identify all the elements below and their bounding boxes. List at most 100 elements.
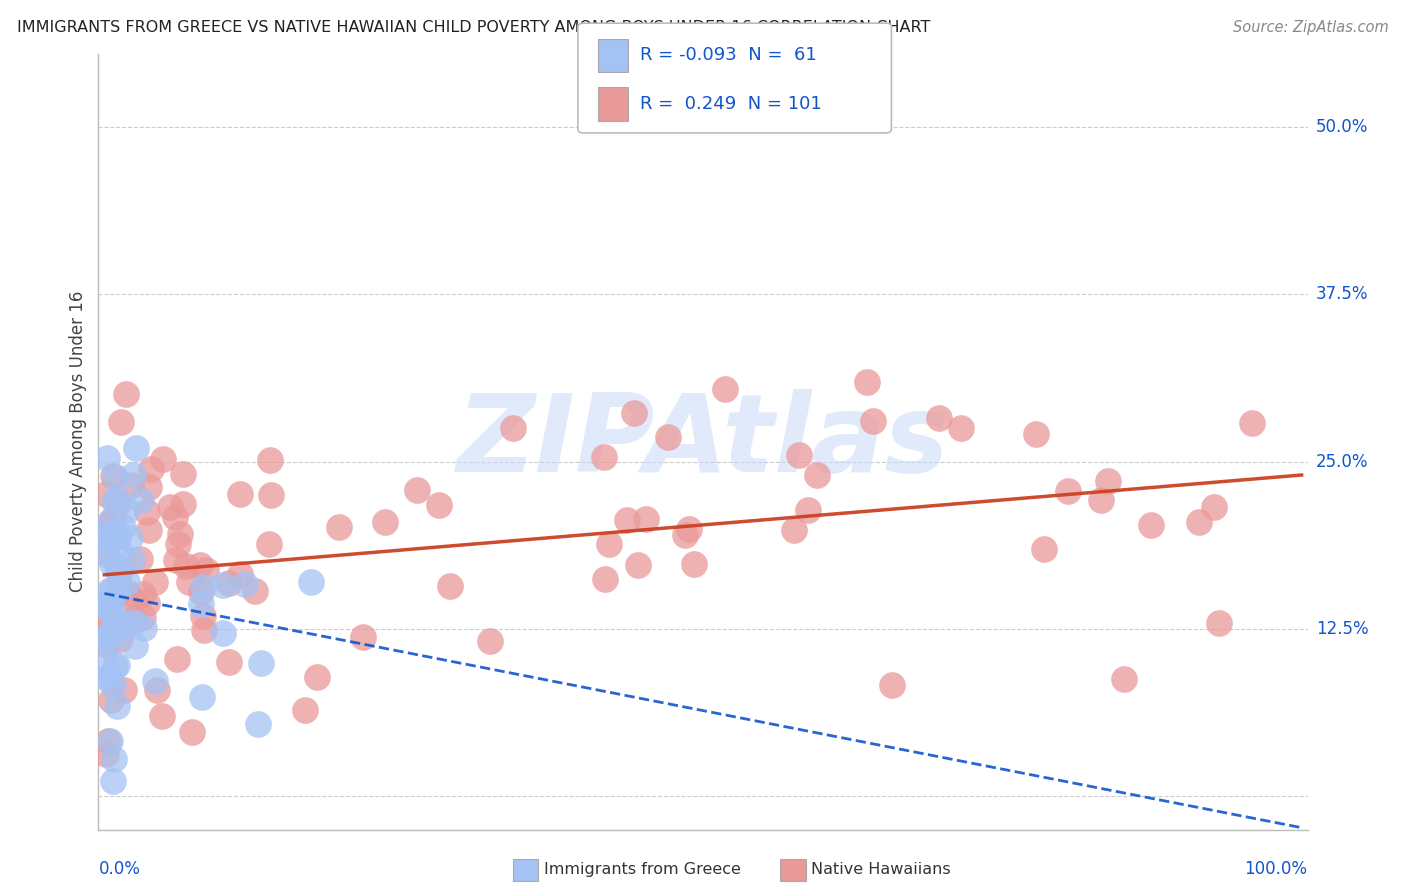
- Text: 50.0%: 50.0%: [1316, 118, 1368, 136]
- Point: [806, 467, 828, 482]
- Point: [100, 533, 122, 548]
- Point: [110, 632, 132, 646]
- Point: [1240, 416, 1263, 430]
- Point: [249, 656, 271, 670]
- Point: [97, 637, 120, 651]
- Point: [592, 450, 614, 464]
- Point: [169, 526, 191, 541]
- Point: [352, 631, 374, 645]
- Point: [1208, 616, 1230, 631]
- Point: [100, 594, 122, 608]
- Point: [683, 558, 706, 572]
- Point: [145, 575, 167, 590]
- Point: [103, 625, 125, 640]
- Point: [103, 616, 125, 631]
- Point: [502, 421, 524, 435]
- Point: [138, 523, 160, 537]
- Point: [172, 497, 194, 511]
- Point: [122, 593, 145, 607]
- Point: [260, 488, 283, 502]
- Point: [104, 525, 127, 540]
- Point: [259, 453, 281, 467]
- Point: [100, 516, 122, 531]
- Point: [479, 633, 502, 648]
- Point: [96, 548, 118, 562]
- Point: [299, 575, 322, 590]
- Point: [176, 558, 198, 573]
- Point: [100, 604, 122, 618]
- Point: [117, 503, 139, 517]
- Text: 0.0%: 0.0%: [98, 860, 141, 878]
- Point: [882, 678, 904, 692]
- Point: [627, 558, 650, 573]
- Point: [193, 624, 215, 638]
- Point: [439, 579, 461, 593]
- Point: [131, 587, 153, 601]
- Point: [193, 581, 215, 595]
- Point: [405, 483, 427, 497]
- Text: R = -0.093  N =  61: R = -0.093 N = 61: [640, 46, 817, 64]
- Point: [616, 513, 638, 527]
- Point: [94, 747, 117, 761]
- Point: [678, 522, 700, 536]
- Point: [101, 512, 124, 526]
- Point: [229, 566, 252, 581]
- Point: [118, 531, 141, 545]
- Point: [307, 670, 329, 684]
- Point: [94, 658, 117, 673]
- Point: [94, 529, 117, 543]
- Point: [191, 690, 214, 704]
- Point: [117, 617, 139, 632]
- Point: [950, 421, 973, 435]
- Text: ZIPAtlas: ZIPAtlas: [457, 389, 949, 494]
- Text: IMMIGRANTS FROM GREECE VS NATIVE HAWAIIAN CHILD POVERTY AMONG BOYS UNDER 16 CORR: IMMIGRANTS FROM GREECE VS NATIVE HAWAIIA…: [17, 20, 931, 35]
- Text: Immigrants from Greece: Immigrants from Greece: [544, 863, 741, 877]
- Text: 100.0%: 100.0%: [1244, 860, 1308, 878]
- Point: [94, 630, 117, 644]
- Point: [132, 622, 155, 636]
- Point: [190, 585, 212, 599]
- Point: [132, 609, 155, 624]
- Point: [108, 543, 131, 558]
- Point: [100, 583, 122, 598]
- Point: [190, 598, 212, 612]
- Point: [94, 527, 117, 541]
- Point: [159, 500, 181, 514]
- Point: [657, 430, 679, 444]
- Point: [108, 581, 131, 595]
- Point: [107, 562, 129, 576]
- Point: [98, 670, 121, 684]
- Point: [191, 608, 214, 623]
- Point: [247, 716, 270, 731]
- Point: [1090, 493, 1112, 508]
- Point: [138, 479, 160, 493]
- Point: [124, 639, 146, 653]
- Point: [103, 494, 125, 508]
- Point: [427, 499, 450, 513]
- Point: [235, 577, 257, 591]
- Point: [787, 448, 810, 462]
- Point: [179, 575, 201, 590]
- Point: [593, 572, 616, 586]
- Point: [218, 656, 240, 670]
- Point: [101, 677, 124, 691]
- Point: [96, 734, 118, 748]
- Point: [129, 493, 152, 508]
- Point: [218, 575, 240, 590]
- Point: [190, 558, 212, 572]
- Point: [117, 574, 139, 589]
- Point: [108, 583, 131, 598]
- Point: [1097, 474, 1119, 488]
- Point: [1139, 518, 1161, 533]
- Point: [125, 441, 148, 455]
- Point: [129, 552, 152, 566]
- Point: [97, 599, 120, 614]
- Point: [257, 537, 280, 551]
- Point: [150, 709, 173, 723]
- Point: [105, 658, 128, 673]
- Text: 25.0%: 25.0%: [1316, 452, 1368, 471]
- Point: [98, 629, 121, 643]
- Point: [122, 615, 145, 630]
- Point: [108, 564, 131, 578]
- Text: Source: ZipAtlas.com: Source: ZipAtlas.com: [1233, 20, 1389, 35]
